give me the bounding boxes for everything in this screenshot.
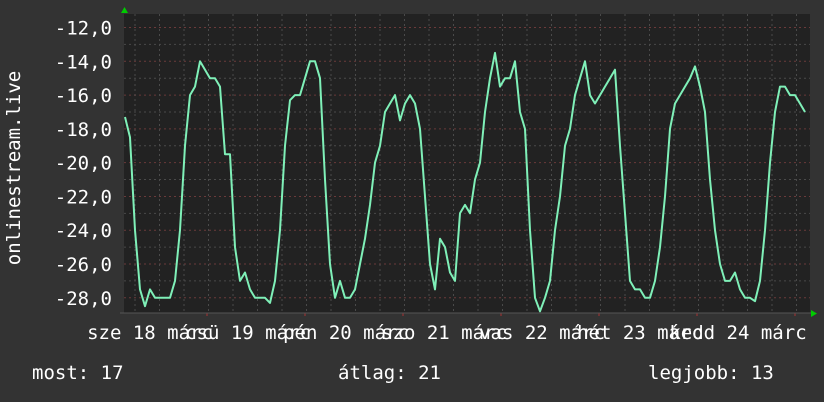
- y-tick-label: -16,0: [55, 85, 112, 107]
- y-tick-label: -28,0: [55, 288, 112, 310]
- x-tick-label: szo 21 márc: [381, 322, 507, 344]
- y-tick-label: -24,0: [55, 220, 112, 242]
- plot-area: [124, 14, 810, 313]
- y-axis: -12,0 -14,0 -16,0 -18,0 -20,0 -22,0 -24,0 -26,0…: [55, 18, 112, 310]
- series-line: [124, 51, 806, 313]
- y-tick-label: -14,0: [55, 51, 112, 73]
- y-tick-label: -26,0: [55, 254, 112, 276]
- x-tick-label: sze 18 márc: [87, 322, 213, 344]
- x-tick-label: vas 22 márc: [479, 322, 605, 344]
- x-tick-label: hét 23 márc: [577, 322, 703, 344]
- x-tick-label: kedd 24 márc: [669, 322, 806, 344]
- y-tick-label: -20,0: [55, 153, 112, 175]
- x-tick-label: csü 19 márc: [185, 322, 311, 344]
- y-axis-arrow-icon: [121, 7, 128, 13]
- y-tick-label: -12,0: [55, 18, 112, 40]
- y-axis-title: onlinestream.live: [3, 71, 25, 265]
- x-axis-arrow-icon: [811, 310, 817, 317]
- average-value: átlag: 21: [338, 362, 441, 384]
- y-tick-label: -22,0: [55, 186, 112, 208]
- x-tick-label: pén 20 márc: [283, 322, 409, 344]
- y-tick-label: -18,0: [55, 119, 112, 141]
- grid: [124, 14, 810, 316]
- best-value: legjobb: 13: [648, 362, 774, 384]
- current-value: most: 17: [32, 362, 124, 384]
